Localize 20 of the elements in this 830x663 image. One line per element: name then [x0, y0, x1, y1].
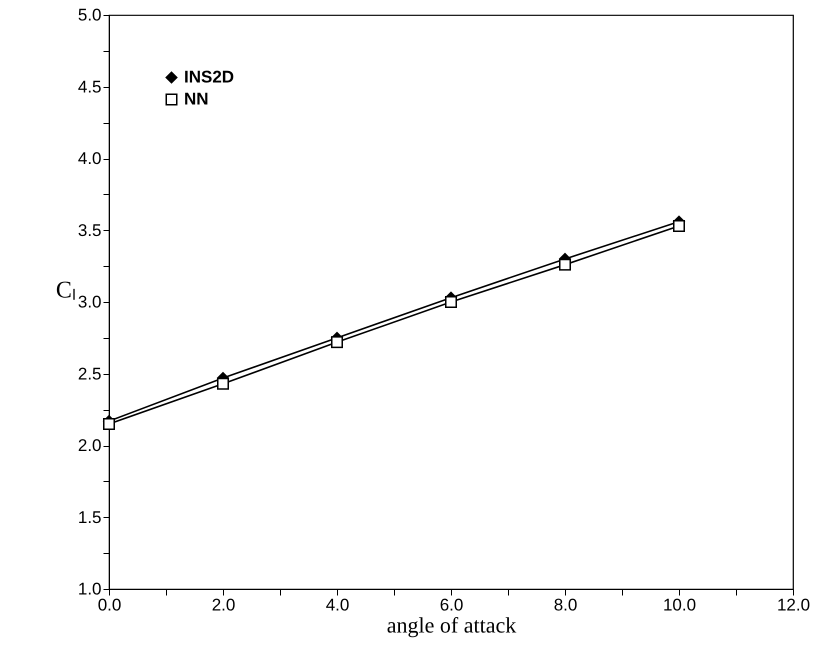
- y-tick-label: 5.0: [78, 6, 102, 24]
- x-tick-label: 10.0: [662, 596, 696, 614]
- x-tick-label: 2.0: [212, 596, 236, 614]
- x-tick-label: 0.0: [98, 596, 122, 614]
- y-tick-label: 4.5: [78, 77, 102, 96]
- y-tick-label: 4.0: [78, 149, 102, 168]
- x-tick-label: 4.0: [326, 596, 350, 614]
- y-tick-label: 3.5: [78, 220, 102, 240]
- x-tick-label: 6.0: [440, 596, 464, 614]
- y-tick-label: 3.0: [78, 292, 102, 312]
- x-tick-label: 8.0: [554, 596, 578, 614]
- x-tick-label: 12.0: [776, 596, 810, 614]
- y-axis-title: Cₗ: [56, 278, 76, 304]
- legend-label: NN: [184, 90, 209, 108]
- legend-label: INS2D: [184, 68, 234, 86]
- y-tick-label: 2.5: [78, 364, 102, 384]
- y-tick-label: 2.0: [78, 436, 102, 455]
- y-tick-label: 1.5: [78, 508, 102, 527]
- y-tick-label: 1.0: [78, 580, 102, 598]
- x-axis-title: angle of attack: [386, 612, 516, 638]
